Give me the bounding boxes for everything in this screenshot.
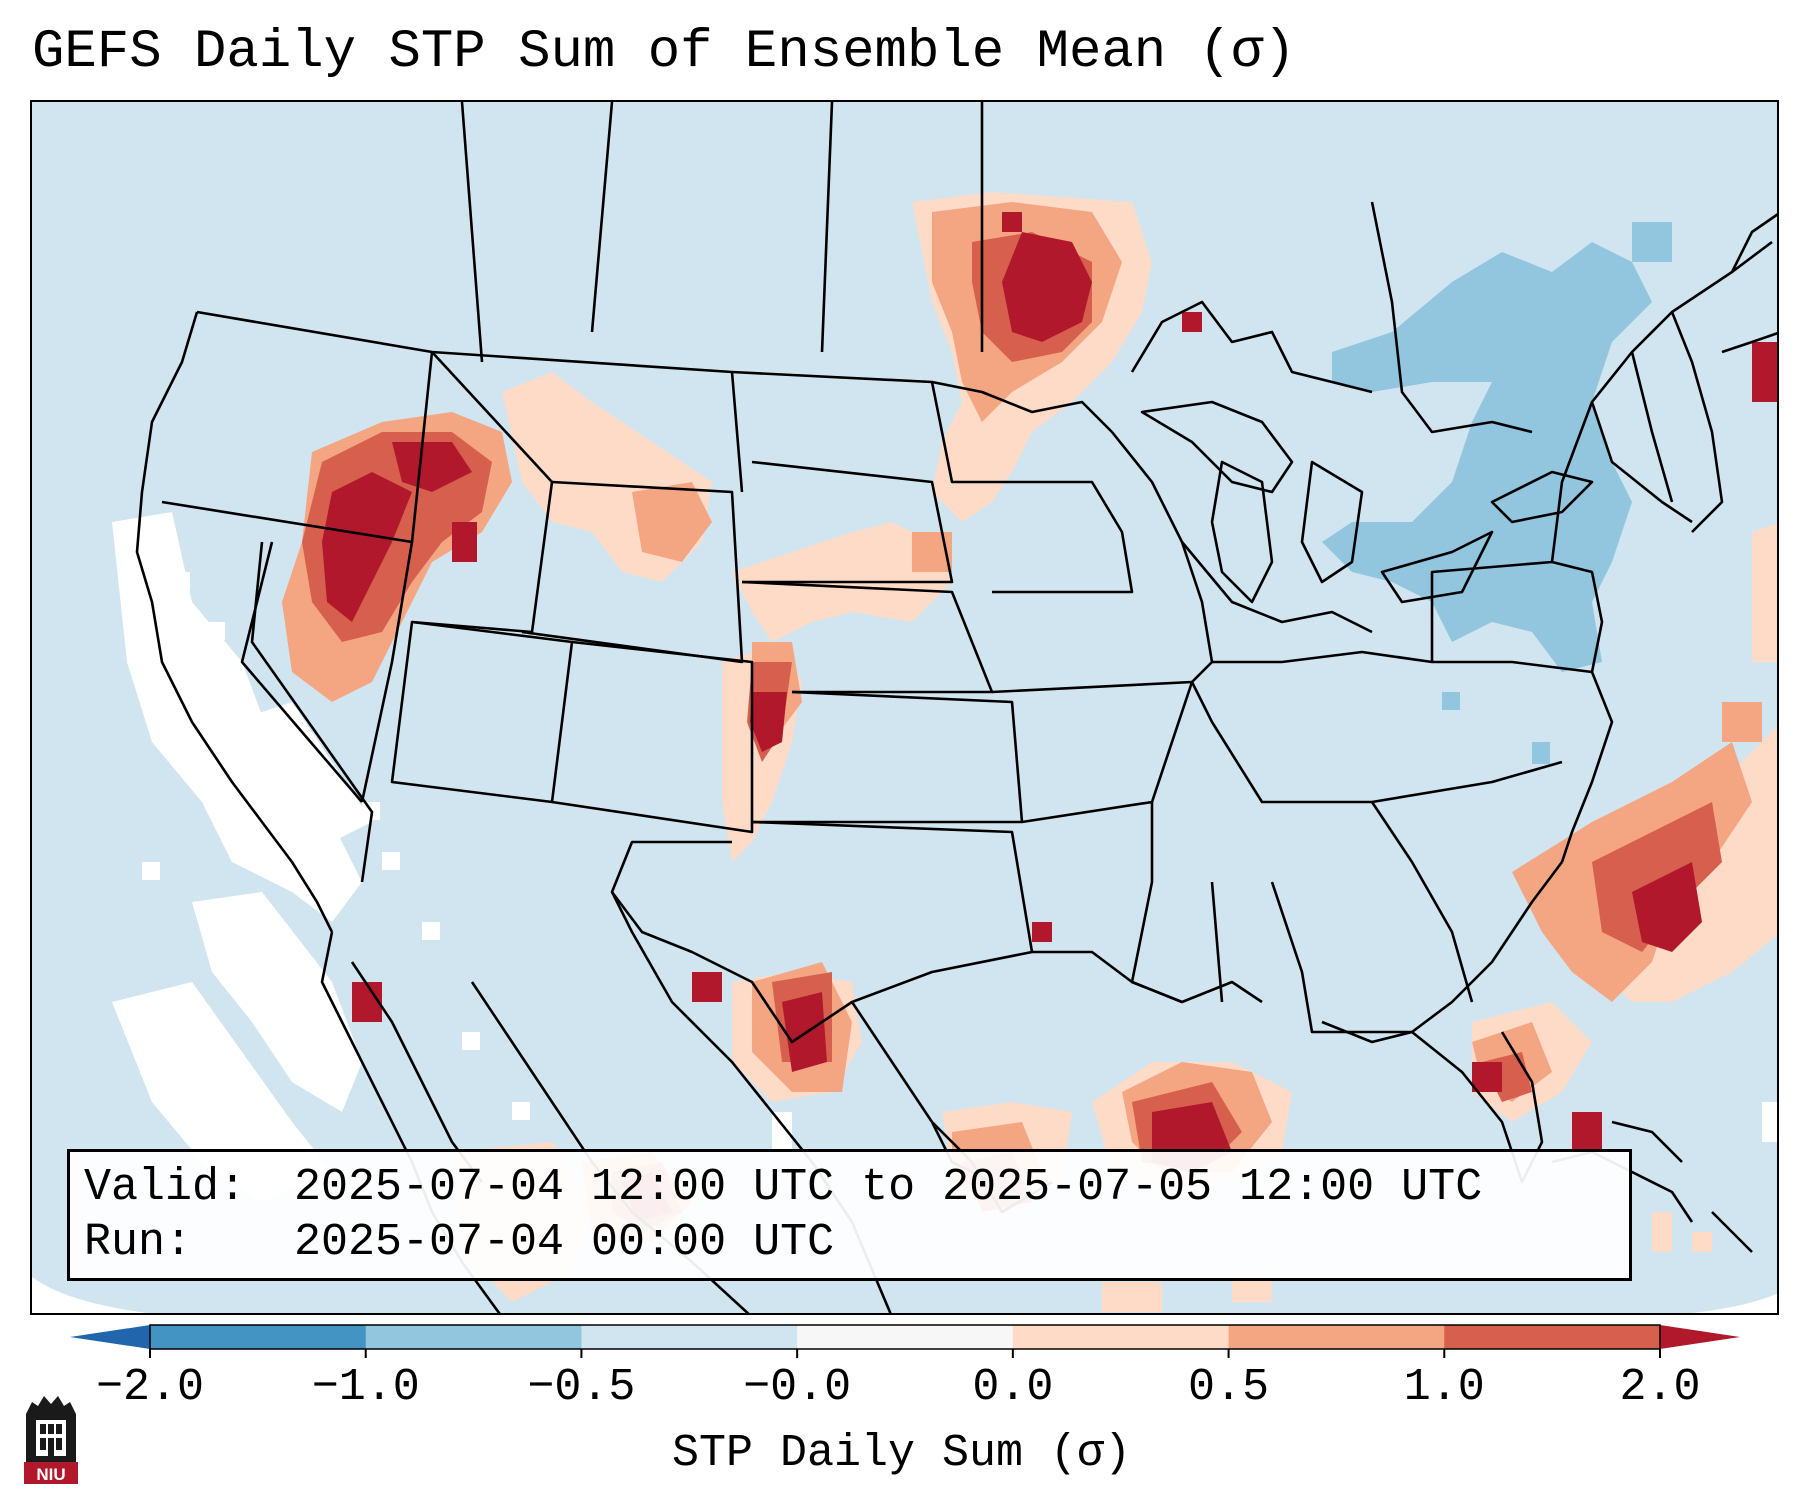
colorbar-extend-low — [70, 1325, 150, 1349]
colorbar-segment — [797, 1325, 1014, 1349]
colorbar-segment — [1012, 1325, 1230, 1349]
colorbar-tick-label: −1.0 — [311, 1362, 420, 1413]
map-panel[interactable] — [30, 100, 1779, 1315]
projection-field — [32, 102, 1777, 1313]
colorbar-segments — [150, 1325, 1661, 1349]
run-time: 2025-07-04 00:00 UTC — [294, 1217, 835, 1268]
colorbar-tick-label: 1.0 — [1403, 1362, 1485, 1413]
colorbar — [70, 1324, 1740, 1358]
colorbar-segment — [150, 1325, 367, 1349]
colorbar-tick-label: 0.5 — [1188, 1362, 1270, 1413]
colorbar-segment — [1228, 1325, 1445, 1349]
colorbar-tick-label: −2.0 — [95, 1362, 205, 1413]
validity-info-box: Valid: 2025-07-04 12:00 UTC to 2025-07-05… — [67, 1149, 1632, 1281]
colorbar-segment — [1444, 1325, 1661, 1349]
colorbar-tick-label: −0.5 — [527, 1362, 636, 1413]
colorbar-tick-label: −0.0 — [743, 1362, 852, 1413]
extreme-positive-anomaly — [322, 212, 1777, 1222]
colorbar-tick-label: 0.0 — [972, 1362, 1054, 1413]
colorbar-segment — [365, 1325, 582, 1349]
run-label: Run: — [84, 1217, 193, 1268]
map-canvas — [32, 102, 1777, 1313]
colorbar-outline — [149, 1324, 1661, 1350]
neutral-region — [112, 512, 1777, 1202]
colorbar-tick-label: 2.0 — [1619, 1362, 1701, 1413]
colorbar-extend-high — [1660, 1325, 1740, 1349]
logo-text: NIU — [36, 1465, 65, 1484]
niu-logo: NIU — [24, 1396, 78, 1484]
colorbar-segment — [581, 1325, 798, 1349]
colorbar-label: STP Daily Sum (σ) — [671, 1428, 1132, 1479]
valid-time-range: 2025-07-04 12:00 UTC to 2025-07-05 12:00… — [294, 1162, 1483, 1213]
map-title: GEFS Daily STP Sum of Ensemble Mean (σ) — [32, 22, 1296, 83]
valid-label: Valid: — [84, 1162, 247, 1213]
colorbar-ticks — [149, 1349, 1661, 1358]
